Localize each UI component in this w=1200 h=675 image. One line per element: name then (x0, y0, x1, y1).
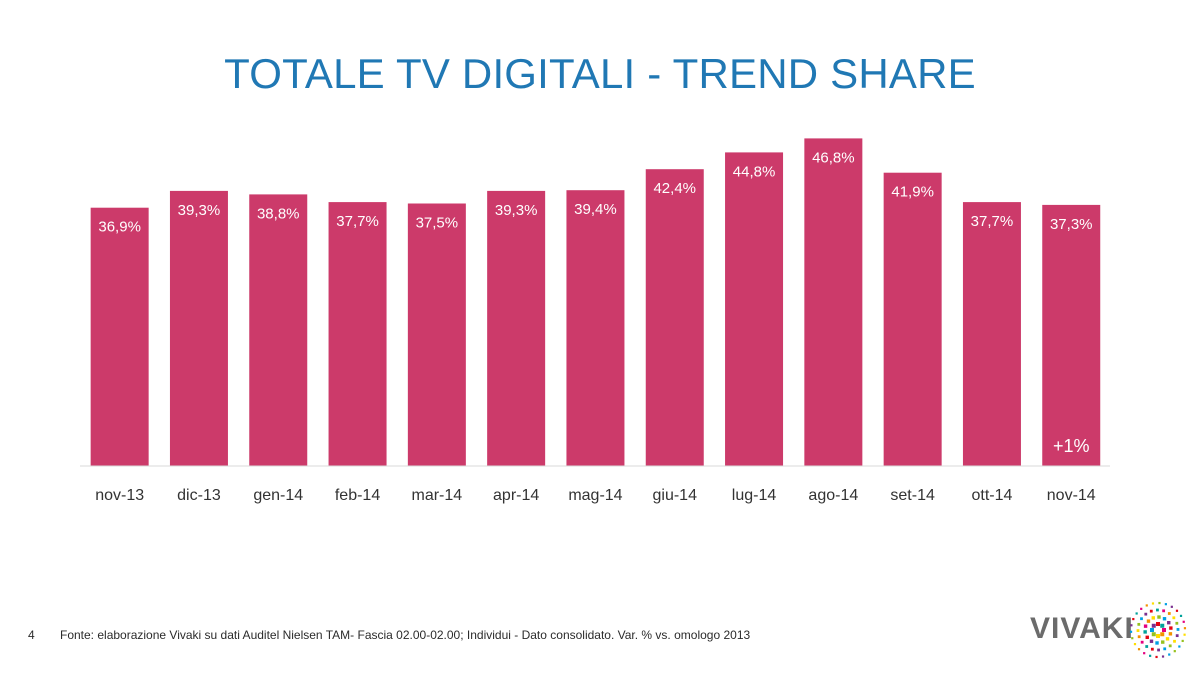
bar-ago-14 (804, 138, 863, 466)
vivaki-logo: VIVAKI (1030, 598, 1190, 662)
x-tick-labels-group: nov-13 dic-13 gen-14 feb-14 mar-14 apr-14 mag-… (95, 487, 1096, 504)
annotation-variation: +1% (1053, 436, 1090, 456)
bar-mag-14 (566, 190, 625, 466)
value-label-gen-14: 38,8% (257, 205, 300, 222)
bar-set-14 (883, 172, 942, 466)
bar-gen-14 (249, 194, 308, 466)
value-label-nov-13: 36,9% (98, 219, 141, 236)
value-label-ott-14: 37,7% (971, 213, 1014, 230)
x-tick-mar-14: mar-14 (412, 487, 463, 504)
bar-giu-14 (645, 169, 704, 466)
value-label-nov-14: 37,3% (1050, 216, 1093, 233)
bar-nov-13 (90, 207, 149, 466)
bar-dic-13 (169, 190, 228, 466)
x-tick-giu-14: giu-14 (653, 487, 698, 504)
x-tick-set-14: set-14 (890, 487, 935, 504)
x-tick-ott-14: ott-14 (971, 487, 1012, 504)
x-tick-ago-14: ago-14 (808, 487, 858, 504)
source-note: Fonte: elaborazione Vivaki su dati Audit… (60, 628, 751, 642)
x-tick-dic-13: dic-13 (177, 487, 221, 504)
slide-title: TOTALE TV DIGITALI - TREND SHARE (224, 50, 976, 97)
value-label-ago-14: 46,8% (812, 149, 855, 166)
value-label-giu-14: 42,4% (653, 180, 696, 197)
bar-mar-14 (407, 203, 466, 466)
value-label-dic-13: 39,3% (178, 202, 221, 219)
value-label-lug-14: 44,8% (733, 163, 776, 180)
x-tick-mag-14: mag-14 (568, 487, 622, 504)
x-tick-feb-14: feb-14 (335, 487, 380, 504)
bar-ott-14 (962, 202, 1021, 466)
logo-wordmark: VIVAKI (1030, 612, 1134, 645)
x-tick-apr-14: apr-14 (493, 487, 539, 504)
x-tick-lug-14: lug-14 (732, 487, 777, 504)
x-tick-nov-13: nov-13 (95, 487, 144, 504)
bars-group (90, 138, 1101, 466)
annotations-group: +1% (1053, 436, 1090, 456)
x-tick-gen-14: gen-14 (253, 487, 303, 504)
bar-nov-14 (1042, 204, 1101, 466)
value-label-feb-14: 37,7% (336, 213, 379, 230)
bar-feb-14 (328, 202, 387, 466)
x-tick-nov-14: nov-14 (1047, 487, 1096, 504)
value-label-apr-14: 39,3% (495, 202, 538, 219)
logo-burst-icon (1129, 601, 1187, 659)
value-label-set-14: 41,9% (891, 184, 934, 201)
value-label-mag-14: 39,4% (574, 201, 617, 218)
value-label-mar-14: 37,5% (416, 215, 459, 232)
bar-chart: 36,9% 39,3% 38,8% 37,7% 37,5% 39,3% 39,4% 42,4%… (80, 138, 1110, 504)
bar-lug-14 (725, 152, 784, 466)
value-labels-group: 36,9% 39,3% 38,8% 37,7% 37,5% 39,3% 39,4% 42,4%… (98, 149, 1092, 235)
bar-apr-14 (487, 190, 546, 466)
page-number: 4 (28, 628, 35, 642)
